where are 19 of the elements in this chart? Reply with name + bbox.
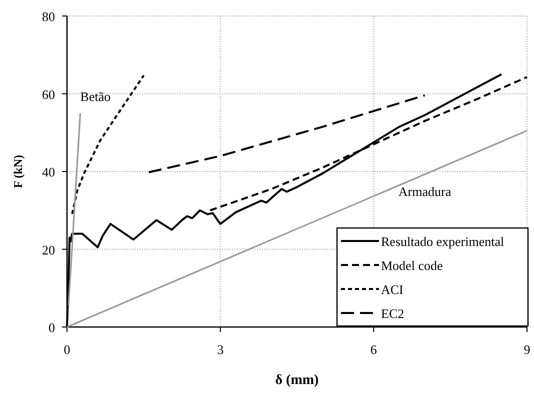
legend-label: Model code	[381, 258, 443, 273]
y-tick-label: 80	[42, 9, 55, 24]
y-tick-label: 20	[42, 242, 55, 258]
y-tick-label: 0	[48, 320, 55, 335]
y-tick-label: 60	[42, 86, 55, 102]
annotation: Betão	[80, 89, 111, 104]
x-tick-label: 0	[64, 342, 70, 357]
x-tick-label: 9	[524, 342, 530, 357]
y-axis-title: F (kN)	[11, 154, 25, 188]
x-axis-title: δ (mm)	[275, 373, 320, 388]
legend-label: Resultado experimental	[381, 234, 504, 249]
y-tick-label: 40	[42, 164, 55, 180]
x-tick-label: 6	[370, 342, 378, 357]
legend-label: ACI	[381, 282, 404, 297]
legend-label: EC2	[381, 306, 404, 321]
x-tick-label: 3	[217, 342, 224, 357]
line-series	[148, 94, 426, 174]
line-series	[71, 74, 145, 215]
annotation: Armadura	[398, 184, 452, 200]
